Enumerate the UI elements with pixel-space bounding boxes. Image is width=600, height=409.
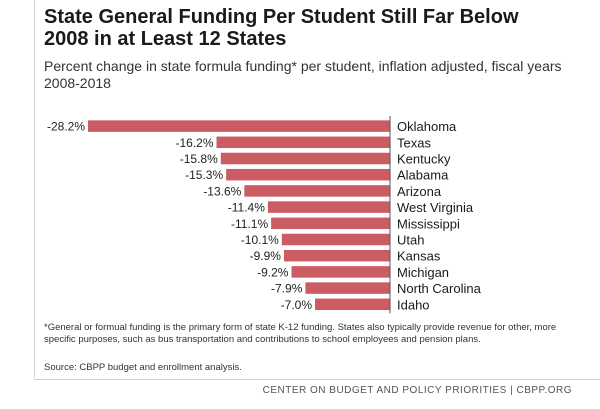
footnote: *General or formual funding is the prima… [44, 322, 557, 345]
footer-divider [34, 379, 600, 380]
category-label: Oklahoma [397, 119, 457, 134]
left-frame-line [34, 0, 35, 378]
bar-mississippi [271, 217, 390, 230]
value-label: -9.2% [257, 265, 289, 279]
value-label: -10.1% [241, 233, 279, 247]
value-label: -28.2% [47, 120, 85, 134]
value-label: -11.1% [231, 217, 268, 231]
category-label: Kansas [397, 249, 441, 264]
value-label: -7.9% [271, 282, 303, 296]
bar-utah [281, 233, 390, 246]
category-label: Kentucky [397, 152, 451, 167]
value-label: -15.3% [185, 168, 223, 182]
bar-alabama [226, 168, 390, 181]
bar-michigan [291, 266, 390, 278]
bar-north-carolina [305, 282, 390, 294]
category-label: Mississippi [397, 216, 460, 231]
value-label: -13.6% [203, 184, 241, 198]
org-credit: CENTER ON BUDGET AND POLICY PRIORITIES |… [262, 385, 572, 396]
source-note: Source: CBPP budget and enrollment analy… [44, 362, 242, 373]
bar-kansas [283, 249, 390, 262]
chart-title: State General Funding Per Student Still … [44, 6, 519, 50]
bar-idaho [315, 298, 390, 311]
category-label: Idaho [397, 297, 430, 312]
category-label: Alabama [397, 168, 449, 183]
bar-west-virginia [267, 201, 390, 213]
bar-arizona [244, 185, 390, 197]
value-label: -16.2% [175, 136, 213, 150]
bar-kentucky [220, 152, 390, 165]
bar-texas [216, 136, 390, 149]
value-label: -11.4% [228, 201, 265, 215]
category-label: Texas [397, 135, 431, 150]
value-label: -9.9% [250, 249, 282, 263]
bar-oklahoma [88, 120, 390, 132]
value-label: -7.0% [281, 298, 313, 312]
category-label: West Virginia [397, 200, 474, 215]
bar-chart: -28.2% Oklahoma -16.2% Texas -15.8% Kentucky -… [47, 116, 482, 314]
category-label: Arizona [397, 184, 442, 199]
category-label: Utah [397, 233, 424, 248]
category-label: North Carolina [397, 281, 482, 296]
category-label: Michigan [397, 265, 449, 280]
chart-subtitle: Percent change in state formula funding*… [44, 58, 562, 91]
value-label: -15.8% [180, 152, 218, 166]
